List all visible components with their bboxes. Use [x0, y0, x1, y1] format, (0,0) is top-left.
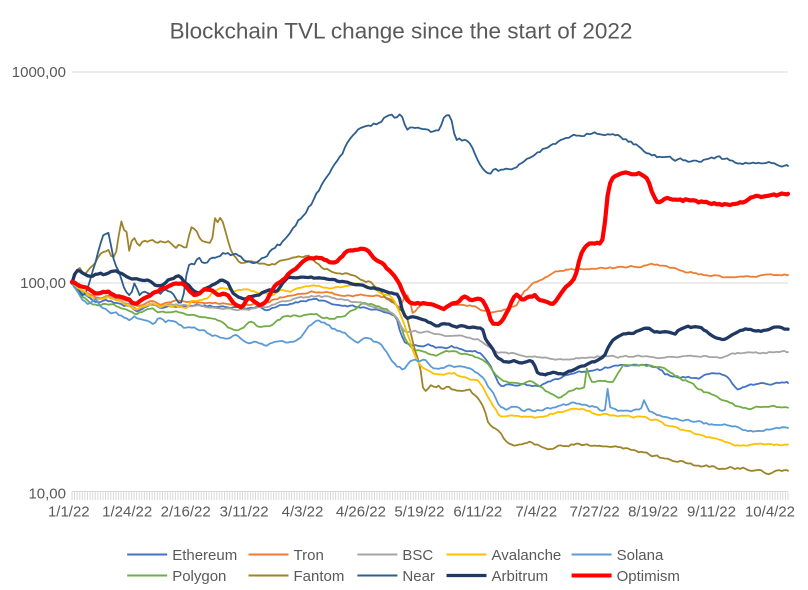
- svg-text:Ethereum: Ethereum: [172, 547, 237, 564]
- svg-text:1/24/22: 1/24/22: [102, 504, 152, 521]
- svg-text:BSC: BSC: [402, 547, 433, 564]
- svg-text:1000,00: 1000,00: [12, 64, 66, 81]
- svg-text:1/1/22: 1/1/22: [48, 504, 90, 521]
- svg-text:Avalanche: Avalanche: [492, 547, 562, 564]
- svg-text:Tron: Tron: [294, 547, 324, 564]
- svg-text:4/26/22: 4/26/22: [336, 504, 386, 521]
- svg-text:8/19/22: 8/19/22: [628, 504, 678, 521]
- svg-text:7/4/22: 7/4/22: [515, 504, 557, 521]
- svg-text:Optimism: Optimism: [617, 568, 680, 585]
- svg-text:5/19/22: 5/19/22: [394, 504, 444, 521]
- svg-text:9/11/22: 9/11/22: [687, 504, 736, 521]
- svg-text:Blockchain TVL change since th: Blockchain TVL change since the start of…: [170, 19, 633, 44]
- svg-text:4/3/22: 4/3/22: [282, 504, 324, 521]
- svg-text:100,00: 100,00: [20, 275, 66, 292]
- svg-text:7/27/22: 7/27/22: [570, 504, 620, 521]
- svg-text:2/16/22: 2/16/22: [161, 504, 211, 521]
- svg-text:Near: Near: [402, 568, 435, 585]
- svg-text:Arbitrum: Arbitrum: [492, 568, 549, 585]
- svg-text:3/11/22: 3/11/22: [220, 504, 269, 521]
- svg-text:Solana: Solana: [617, 547, 664, 564]
- svg-text:10/4/22: 10/4/22: [745, 504, 795, 521]
- svg-text:6/11/22: 6/11/22: [453, 504, 502, 521]
- svg-text:10,00: 10,00: [28, 486, 66, 503]
- svg-text:Polygon: Polygon: [172, 568, 226, 585]
- svg-text:Fantom: Fantom: [294, 568, 345, 585]
